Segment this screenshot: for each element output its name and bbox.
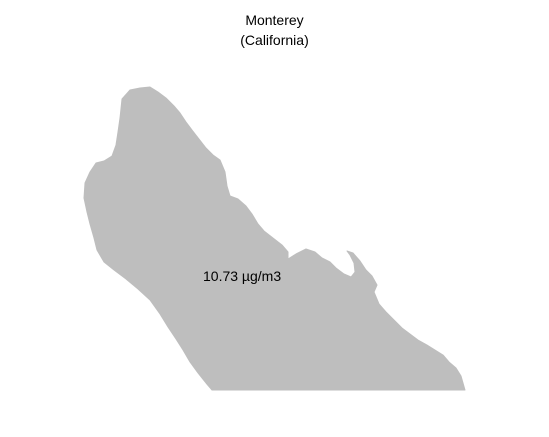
map-subtitle: (California)	[240, 32, 309, 48]
monterey-county-shape	[83, 86, 466, 391]
region-value-label: 10.73 µg/m3	[203, 268, 282, 284]
map-title: Monterey	[245, 12, 304, 28]
